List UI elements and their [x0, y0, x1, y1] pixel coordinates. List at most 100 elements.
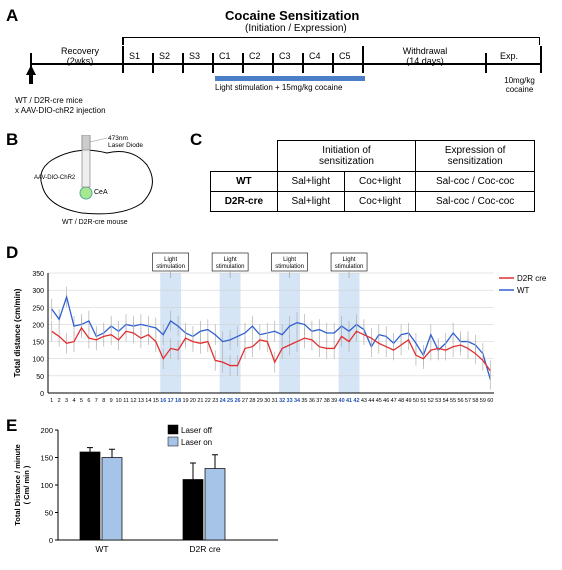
svg-text:24: 24 — [220, 398, 227, 404]
svg-text:26: 26 — [234, 398, 240, 404]
aav-label: AAV-DIO-ChR2 — [34, 175, 75, 181]
tick — [242, 53, 244, 73]
svg-text:9: 9 — [110, 398, 113, 404]
svg-text:8: 8 — [102, 398, 105, 404]
cea-label: CeA — [94, 189, 108, 196]
coc-title: Cocaine Sensitization — [225, 8, 359, 23]
cell: Coc+light — [344, 172, 415, 192]
svg-text:27: 27 — [242, 398, 248, 404]
design-table: Initiation of sensitization Expression o… — [210, 140, 535, 212]
svg-text:200: 200 — [32, 322, 44, 329]
svg-text:Light: Light — [343, 257, 356, 263]
svg-text:43: 43 — [361, 398, 367, 404]
svg-text:WT: WT — [95, 544, 108, 554]
svg-text:100: 100 — [40, 481, 53, 490]
laser-label: 473nm Laser Diode — [108, 135, 143, 149]
svg-text:0: 0 — [40, 391, 44, 398]
svg-text:1: 1 — [50, 398, 53, 404]
tick — [182, 53, 184, 73]
tick — [540, 46, 542, 73]
svg-text:22: 22 — [205, 398, 211, 404]
svg-text:56: 56 — [457, 398, 463, 404]
mouse-label: WT / D2R-cre mouse — [62, 219, 128, 226]
svg-text:150: 150 — [40, 454, 53, 463]
svg-text:200: 200 — [40, 426, 53, 435]
tick — [302, 53, 304, 73]
c2: C2 — [249, 51, 261, 61]
c3: C3 — [279, 51, 291, 61]
th-expr: Expression of sensitization — [416, 141, 535, 172]
light-bar — [215, 76, 365, 81]
svg-text:3: 3 — [65, 398, 68, 404]
svg-text:23: 23 — [212, 398, 218, 404]
cell: Sal+light — [277, 192, 344, 212]
s2: S2 — [159, 51, 170, 61]
exp-label: Exp. — [500, 51, 518, 61]
svg-text:38: 38 — [324, 398, 330, 404]
c1: C1 — [219, 51, 231, 61]
svg-text:32: 32 — [279, 398, 285, 404]
svg-text:37: 37 — [316, 398, 322, 404]
svg-text:Light: Light — [224, 257, 237, 263]
svg-text:31: 31 — [272, 398, 278, 404]
svg-text:33: 33 — [287, 398, 293, 404]
panel-b-letter: B — [6, 130, 18, 150]
row-wt: WT — [211, 172, 278, 192]
chart-d-svg: 0501001502002503003501234567891011121314… — [8, 248, 554, 413]
svg-text:57: 57 — [465, 398, 471, 404]
svg-text:45: 45 — [376, 398, 382, 404]
svg-text:250: 250 — [32, 305, 44, 312]
svg-text:2: 2 — [58, 398, 61, 404]
withdrawal-label: Withdrawal (14 days) — [375, 46, 475, 66]
svg-text:300: 300 — [32, 288, 44, 295]
panel-a: Cocaine Sensitization (Initiation / Expr… — [10, 8, 550, 118]
svg-text:50: 50 — [413, 398, 419, 404]
coc-bracket — [122, 37, 540, 38]
challenge-label: 10mg/kg cocaine — [492, 76, 547, 94]
svg-text:12: 12 — [130, 398, 136, 404]
svg-text:11: 11 — [123, 398, 129, 404]
svg-text:Laser on: Laser on — [181, 438, 212, 447]
cell: Coc+light — [344, 192, 415, 212]
svg-text:( Cm/ min ): ( Cm/ min ) — [22, 465, 31, 504]
svg-text:16: 16 — [160, 398, 166, 404]
svg-text:5: 5 — [80, 398, 83, 404]
svg-text:stimulation: stimulation — [335, 264, 364, 270]
brain-svg — [32, 135, 162, 230]
svg-text:51: 51 — [420, 398, 426, 404]
svg-text:52: 52 — [428, 398, 434, 404]
svg-text:59: 59 — [480, 398, 486, 404]
svg-text:40: 40 — [339, 398, 345, 404]
svg-text:46: 46 — [383, 398, 389, 404]
tick — [485, 53, 487, 73]
inj-arrow-stem — [29, 74, 33, 84]
svg-text:30: 30 — [264, 398, 270, 404]
coc-sub: (Initiation / Expression) — [245, 23, 347, 34]
panel-e: 050100150200WTD2R creTotal Distance / mi… — [8, 420, 288, 560]
svg-text:4: 4 — [72, 398, 75, 404]
svg-text:41: 41 — [346, 398, 352, 404]
svg-text:14: 14 — [145, 398, 151, 404]
c4: C4 — [309, 51, 321, 61]
svg-text:25: 25 — [227, 398, 233, 404]
svg-text:34: 34 — [294, 398, 301, 404]
svg-text:54: 54 — [443, 398, 449, 404]
panel-c: Initiation of sensitization Expression o… — [210, 140, 535, 212]
svg-text:Light: Light — [164, 257, 177, 263]
svg-text:18: 18 — [175, 398, 181, 404]
svg-text:60: 60 — [487, 398, 493, 404]
svg-text:Total distance (cm/min): Total distance (cm/min) — [13, 288, 22, 377]
svg-text:55: 55 — [450, 398, 456, 404]
svg-text:48: 48 — [398, 398, 404, 404]
tick — [362, 46, 364, 73]
svg-text:29: 29 — [257, 398, 263, 404]
tick — [152, 53, 154, 73]
svg-text:36: 36 — [309, 398, 315, 404]
svg-text:Total Distance / minute: Total Distance / minute — [13, 444, 22, 526]
panel-c-letter: C — [190, 130, 202, 150]
table-row: D2R-cre Sal+light Coc+light Sal-coc / Co… — [211, 192, 535, 212]
svg-text:39: 39 — [331, 398, 337, 404]
svg-text:28: 28 — [249, 398, 255, 404]
light-text: Light stimulation + 15mg/kg cocaine — [215, 83, 342, 92]
c5: C5 — [339, 51, 351, 61]
